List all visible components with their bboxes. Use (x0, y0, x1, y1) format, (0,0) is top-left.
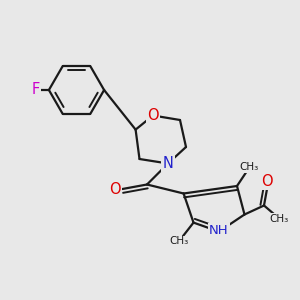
Text: O: O (261, 174, 273, 189)
Text: CH₃: CH₃ (169, 236, 188, 247)
Text: NH: NH (209, 224, 229, 237)
Text: N: N (163, 156, 173, 171)
Text: F: F (31, 82, 40, 98)
Text: CH₃: CH₃ (239, 162, 259, 172)
Text: O: O (109, 182, 121, 196)
Text: O: O (147, 108, 159, 123)
Text: CH₃: CH₃ (269, 214, 289, 224)
